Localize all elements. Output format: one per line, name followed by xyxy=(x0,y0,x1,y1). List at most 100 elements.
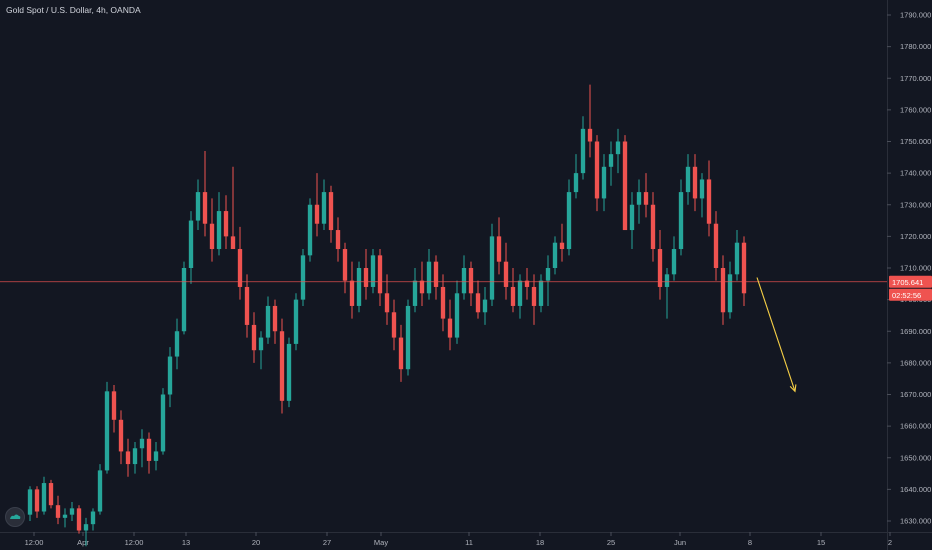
y-tick-label: 1750.000 xyxy=(900,137,931,146)
candle-body xyxy=(524,280,530,287)
candle-body xyxy=(83,524,89,531)
candle-body xyxy=(328,192,334,231)
candle-body xyxy=(153,451,159,461)
y-tick-label: 1760.000 xyxy=(900,105,931,114)
x-tick-label: 8 xyxy=(748,538,752,547)
candle-body xyxy=(146,438,152,461)
x-tick-label: 11 xyxy=(465,538,473,547)
candle-body xyxy=(692,166,698,199)
candle-body xyxy=(615,141,621,155)
candle-body xyxy=(622,141,628,231)
candle-body xyxy=(398,337,404,370)
candle-body xyxy=(545,268,551,281)
candle-body xyxy=(370,255,376,287)
candle-body xyxy=(566,192,572,250)
y-tick-label: 1770.000 xyxy=(900,74,931,83)
candle-body xyxy=(713,223,719,268)
candle-body xyxy=(251,324,257,351)
candle-body xyxy=(258,337,264,351)
candle-body xyxy=(181,268,187,332)
x-tick-label: 27 xyxy=(323,538,331,547)
candle-body xyxy=(342,249,348,281)
x-tick-label: 18 xyxy=(536,538,544,547)
x-tick-label: 2 xyxy=(888,538,892,547)
candle-body xyxy=(300,255,306,300)
current-price-label: 1705.641 xyxy=(892,278,923,287)
candle-body xyxy=(496,236,502,262)
candle-body xyxy=(188,220,194,268)
projection-arrow-head xyxy=(789,384,797,393)
y-tick-label: 1710.000 xyxy=(900,264,931,273)
candle-body xyxy=(293,299,299,344)
x-tick-label: 25 xyxy=(607,538,615,547)
candle-body xyxy=(111,391,117,420)
candle-body xyxy=(244,286,250,325)
y-tick-label: 1690.000 xyxy=(900,327,931,336)
candle-body xyxy=(307,204,313,256)
candle-body xyxy=(76,508,82,531)
candle-body xyxy=(125,451,131,465)
candle-body xyxy=(55,505,61,518)
candle-body xyxy=(384,293,390,313)
candle-body xyxy=(685,166,691,193)
candle-body xyxy=(510,286,516,306)
candle-body xyxy=(202,192,208,224)
candle-body xyxy=(265,305,271,338)
tradingview-logo-glyph xyxy=(10,514,21,519)
candle-body xyxy=(314,204,320,224)
y-tick-label: 1730.000 xyxy=(900,200,931,209)
candle-body xyxy=(90,511,96,525)
candle-body xyxy=(426,261,432,294)
y-tick-label: 1790.000 xyxy=(900,11,931,20)
candle-body xyxy=(279,331,285,401)
candle-body xyxy=(636,192,642,205)
y-tick-label: 1680.000 xyxy=(900,358,931,367)
candle-body xyxy=(552,242,558,268)
candle-body xyxy=(699,179,705,199)
candle-body xyxy=(538,280,544,306)
candle-body xyxy=(160,394,166,452)
candle-body xyxy=(454,293,460,338)
candle-body xyxy=(706,179,712,224)
y-tick-label: 1640.000 xyxy=(900,485,931,494)
candle-body xyxy=(573,173,579,193)
y-tick-label: 1720.000 xyxy=(900,232,931,241)
candle-body xyxy=(629,204,635,231)
candle-body xyxy=(216,211,222,250)
x-tick-label: 20 xyxy=(252,538,260,547)
candle-body xyxy=(377,255,383,294)
projection-arrow-shaft xyxy=(756,277,796,392)
candle-body xyxy=(727,274,733,313)
countdown-tag xyxy=(889,288,932,301)
candle-body xyxy=(405,305,411,370)
candle-body xyxy=(167,356,173,395)
y-tick-label: 1660.000 xyxy=(900,422,931,431)
y-tick-label: 1670.000 xyxy=(900,390,931,399)
candle-body xyxy=(734,242,740,275)
candle-body xyxy=(671,249,677,275)
candle-body xyxy=(419,280,425,294)
current-price-tag xyxy=(889,275,932,288)
candle-body xyxy=(489,236,495,300)
chart-title: Gold Spot / U.S. Dollar, 4h, OANDA xyxy=(6,5,141,15)
candle-body xyxy=(601,166,607,199)
tradingview-logo-icon[interactable] xyxy=(5,507,25,527)
candle-body xyxy=(195,192,201,221)
candle-body xyxy=(482,299,488,313)
candle-body xyxy=(363,268,369,287)
candle-body xyxy=(475,293,481,313)
x-tick-label: 12:00 xyxy=(125,538,144,547)
candle-body xyxy=(517,280,523,306)
candle-body xyxy=(349,280,355,306)
x-tick-label: May xyxy=(374,538,388,547)
y-tick-label: 1780.000 xyxy=(900,42,931,51)
candle-body xyxy=(678,192,684,250)
y-tick-label: 1630.000 xyxy=(900,517,931,526)
candle-body xyxy=(97,470,103,512)
candle-body xyxy=(62,514,68,518)
candle-body xyxy=(741,242,747,294)
candle-body xyxy=(531,286,537,306)
y-tick-label: 1650.000 xyxy=(900,453,931,462)
x-tick-label: Jun xyxy=(674,538,686,547)
